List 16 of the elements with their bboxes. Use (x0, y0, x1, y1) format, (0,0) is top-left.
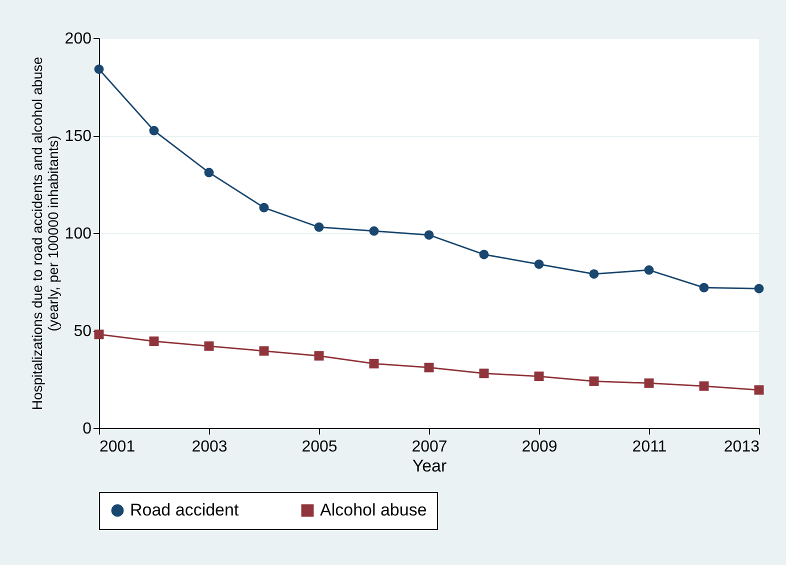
y-tick-label: 150 (64, 128, 92, 145)
x-tick-label: 2007 (412, 438, 448, 456)
x-tick-label: 2005 (302, 438, 338, 456)
legend-label: Alcohol abuse (320, 500, 427, 520)
y-tick-label: 100 (64, 226, 92, 242)
x-tick-label: 2013 (724, 438, 760, 456)
x-tick-label: 2003 (192, 438, 228, 456)
y-tick-label: 200 (64, 30, 92, 48)
y-tick-label: 50 (74, 323, 92, 340)
x-tick-label: 2011 (632, 438, 667, 456)
y-tick-label: 0 (82, 420, 92, 438)
x-tick-label: 2009 (522, 438, 558, 456)
legend-label: Road accident (130, 500, 239, 520)
y-axis-title: Hospitalizations due to road accidents and alcohol abuse (yearly, per 100000 inhabitants) (28, 56, 61, 410)
x-tick-label: 2001 (100, 438, 136, 456)
x-axis-title: Year (412, 456, 448, 476)
